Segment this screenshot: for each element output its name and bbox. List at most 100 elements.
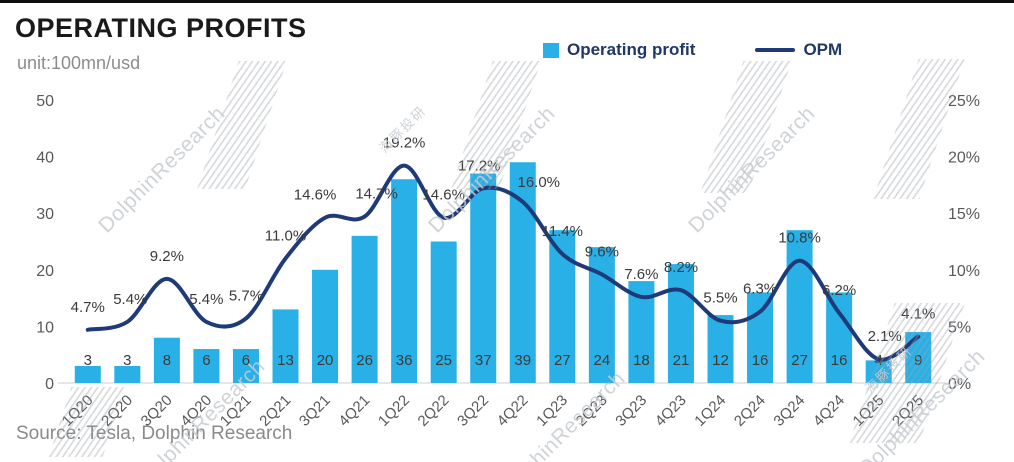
opm-value-label: 6.2% (822, 282, 856, 299)
category-label: 4Q24 (810, 392, 848, 430)
category-label: 1Q23 (533, 392, 571, 430)
left-axis-tick: 10 (36, 319, 54, 336)
legend-bar-swatch (543, 42, 559, 58)
opm-value-label: 9.2% (150, 248, 184, 265)
bar-value-label: 4 (875, 352, 883, 369)
category-label: 3Q21 (296, 392, 334, 430)
bar-1Q21 (232, 349, 259, 383)
bar-value-label: 36 (396, 352, 413, 369)
bar-value-label: 8 (163, 352, 171, 369)
category-label: 2Q24 (731, 392, 769, 430)
category-label: 4Q21 (335, 392, 373, 430)
bar-value-label: 6 (242, 352, 250, 369)
opm-line (85, 163, 921, 362)
opm-value-label: 16.0% (517, 174, 560, 191)
bar-value-label: 37 (475, 352, 492, 369)
bar-value-label: 12 (712, 352, 729, 369)
bar-3Q22 (470, 173, 497, 383)
right-axis-tick: 15% (948, 206, 980, 223)
opm-value-label: 2.1% (868, 328, 902, 345)
bar-4Q21 (351, 235, 378, 383)
bar-value-label: 27 (791, 352, 808, 369)
bar-value-label: 9 (914, 352, 922, 369)
right-axis-tick: 0% (948, 376, 971, 393)
opm-value-label: 4.1% (901, 306, 935, 323)
bar-3Q24 (786, 230, 813, 383)
opm-value-label: 19.2% (383, 135, 426, 152)
legend-line-label: OPM (803, 40, 843, 59)
chart-title: OPERATING PROFITS (15, 13, 307, 43)
right-axis-tick: 25% (948, 93, 980, 110)
opm-value-label: 14.6% (422, 187, 465, 204)
bar-value-label: 16 (752, 352, 769, 369)
opm-value-label: 17.2% (458, 157, 501, 174)
bar-2Q22 (430, 241, 457, 383)
opm-value-label: 4.7% (71, 299, 105, 316)
bar-value-label: 6 (202, 352, 210, 369)
bar-value-label: 20 (317, 352, 334, 369)
bar-value-label: 25 (435, 352, 452, 369)
opm-value-label: 14.6% (294, 187, 337, 204)
bar-value-label: 16 (831, 352, 848, 369)
bar-2Q25 (905, 332, 932, 383)
category-label: 1Q22 (375, 392, 413, 430)
right-axis-tick: 10% (948, 263, 980, 280)
bar-4Q20 (193, 349, 220, 383)
opm-value-label: 9.6% (585, 243, 619, 260)
bar-2Q21 (272, 309, 299, 383)
bar-3Q21 (312, 269, 339, 383)
bar-3Q20 (153, 337, 180, 383)
bar-value-label: 24 (594, 352, 611, 369)
category-label: 2Q25 (889, 392, 927, 430)
legend-bar-label: Operating profit (567, 40, 696, 59)
category-label: 4Q23 (652, 392, 690, 430)
opm-value-label: 11.0% (265, 227, 306, 244)
bar-2Q24 (747, 292, 774, 383)
opm-value-label: 5.4% (189, 291, 223, 308)
bar-value-label: 26 (356, 352, 373, 369)
opm-value-label: 11.4% (542, 223, 583, 240)
right-axis-tick: 5% (948, 319, 971, 336)
left-axis-tick: 40 (36, 150, 54, 167)
category-label: 3Q23 (612, 392, 650, 430)
opm-value-label: 5.5% (703, 290, 737, 307)
bar-value-label: 18 (633, 352, 650, 369)
category-label: 2Q22 (415, 392, 453, 430)
left-axis-tick: 30 (36, 206, 54, 223)
opm-value-label: 8.2% (664, 259, 698, 276)
opm-value-label: 14.7% (355, 186, 398, 203)
opm-value-label: 7.6% (624, 266, 658, 283)
category-label: 3Q24 (770, 392, 808, 430)
right-axis-tick: 20% (948, 150, 980, 167)
bar-value-label: 13 (277, 352, 294, 369)
category-label: 3Q22 (454, 392, 492, 430)
bar-value-label: 21 (673, 352, 690, 369)
bar-2Q20 (114, 366, 141, 383)
category-label: 4Q22 (494, 392, 532, 430)
left-axis-tick: 20 (36, 263, 54, 280)
bar-value-label: 3 (123, 352, 131, 369)
bar-value-label: 27 (554, 352, 571, 369)
category-label: 1Q25 (850, 392, 888, 430)
unit-label: unit:100mn/usd (17, 53, 141, 73)
opm-value-label: 5.4% (113, 291, 147, 308)
bar-4Q23 (667, 264, 694, 383)
left-axis-tick: 0 (45, 376, 54, 393)
bar-4Q24 (826, 292, 853, 383)
bar-4Q22 (509, 162, 536, 383)
bar-1Q24 (707, 315, 734, 383)
source-note: Source: Tesla, Dolphin Research (16, 423, 293, 444)
legend: Operating profit OPM (543, 40, 842, 60)
left-axis-tick: 50 (36, 93, 54, 110)
opm-value-label: 5.7% (229, 287, 263, 304)
legend-line-swatch (755, 48, 796, 52)
opm-value-label: 6.3% (743, 281, 777, 298)
bar-1Q20 (74, 366, 101, 383)
bar-value-label: 3 (84, 352, 92, 369)
category-label: 2Q23 (573, 392, 611, 430)
bar-1Q25 (865, 360, 892, 383)
category-label: 1Q24 (691, 392, 729, 430)
bar-1Q22 (391, 179, 418, 383)
